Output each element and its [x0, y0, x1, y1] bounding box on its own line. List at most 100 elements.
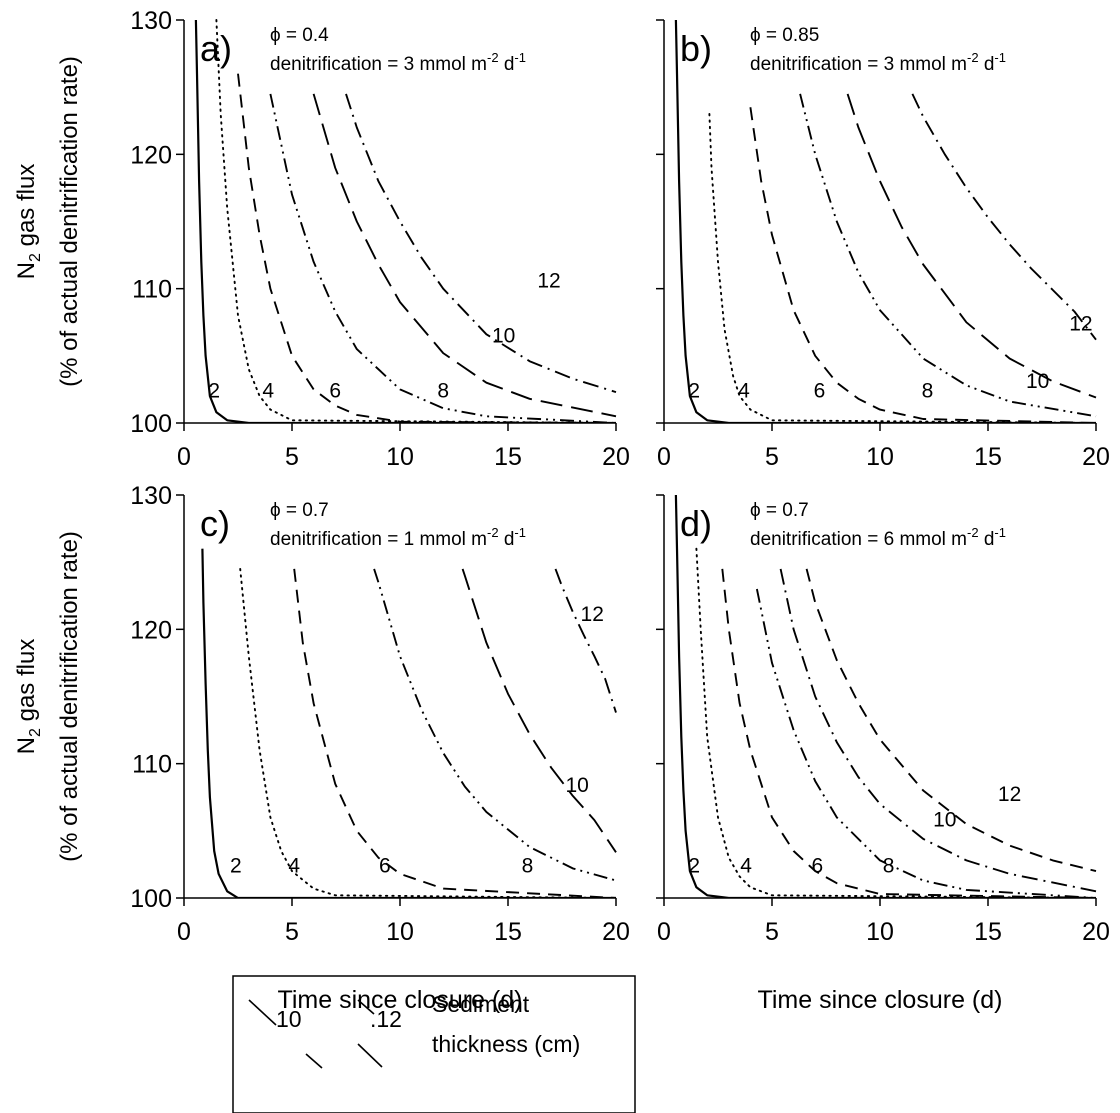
y-axis-title: N2 gas flux: [13, 639, 44, 755]
legend-label-12: .12: [370, 1006, 402, 1032]
panel-c: 0 5 10 15 20 100 110 120 130 N2 gas flux (% of act…: [13, 482, 630, 1014]
series-line-4: [239, 567, 617, 898]
x-tick-label: 0: [657, 443, 671, 471]
x-tick-label: 20: [602, 443, 630, 471]
x-tick-label: 5: [765, 918, 779, 946]
series-line-6: [293, 568, 617, 898]
legend-line-12-top: [357, 999, 375, 1015]
legend-line-12-bottom: [357, 1043, 383, 1068]
y-tick-label: 120: [130, 141, 172, 169]
x-tick-label: 20: [602, 918, 630, 946]
x-tick-label: 5: [765, 443, 779, 471]
curve-label-4: 4: [738, 379, 750, 402]
curve-label-6: 6: [814, 379, 826, 402]
x-tick-label: 0: [177, 443, 191, 471]
x-tick-label: 20: [1082, 918, 1110, 946]
legend-label-10: 10: [276, 1006, 302, 1032]
series-line-4: [695, 547, 1097, 898]
curve-label-6: 6: [379, 854, 391, 877]
series-line-6: [749, 107, 1097, 423]
series-line-10: [312, 93, 617, 418]
y-tick-label: 100: [130, 885, 172, 913]
phi-annotation: ϕ = 0.7: [270, 500, 329, 521]
panel-d: 0 5 10 15 20 Time since closure (d) d) ϕ = 0.7 d…: [656, 494, 1110, 1014]
panel-a: 0 5 10 15 20 100 110 120 130 N2 gas flux (% of act…: [13, 7, 630, 471]
curve-label-10: 10: [1026, 370, 1049, 393]
series-line-6: [237, 73, 617, 423]
curve-label-12: 12: [537, 269, 560, 292]
y-tick-label: 110: [132, 276, 172, 304]
series-line-2: [674, 19, 1096, 423]
curve-label-10: 10: [933, 809, 956, 832]
denitrification-annotation: denitrification = 1 mmol m-2 d-1: [270, 525, 526, 550]
x-tick-label: 10: [386, 443, 414, 471]
legend-title-line2: thickness (cm): [432, 1031, 580, 1057]
x-tick-label: 5: [285, 918, 299, 946]
curve-label-6: 6: [329, 379, 341, 402]
x-tick-label: 5: [285, 443, 299, 471]
series-line-8: [755, 588, 1097, 898]
x-tick-label: 0: [177, 918, 191, 946]
x-axis-title: Time since closure (d): [758, 986, 1003, 1014]
series-line-10: [846, 93, 1097, 399]
phi-annotation: ϕ = 0.4: [270, 25, 329, 46]
legend-line-10-top: [248, 999, 277, 1026]
series-line-12: [554, 568, 617, 713]
series-line-8: [799, 93, 1097, 418]
panel-label: b): [680, 28, 712, 69]
legend-title-line1: Sediment: [432, 991, 530, 1017]
series-line-2: [674, 494, 1096, 898]
curve-label-10: 10: [492, 324, 515, 347]
legend-line-10-bottom: [305, 1053, 323, 1069]
series-line-12: [345, 93, 617, 394]
series-line-10: [779, 568, 1097, 893]
phi-annotation: ϕ = 0.85: [750, 25, 819, 46]
curve-label-8: 8: [522, 854, 534, 877]
x-tick-label: 10: [386, 918, 414, 946]
denitrification-annotation: denitrification = 3 mmol m-2 d-1: [750, 50, 1006, 75]
series-group: [674, 494, 1097, 898]
curve-label-12: 12: [1069, 312, 1092, 335]
y-axis-subtitle: (% of actual denitrification rate): [56, 531, 83, 862]
y-tick-label: 100: [130, 410, 172, 438]
curve-label-4: 4: [288, 854, 300, 877]
series-group: [201, 548, 617, 898]
series-group: [194, 19, 617, 423]
x-tick-label: 15: [494, 918, 522, 946]
curve-label-12: 12: [998, 783, 1021, 806]
curve-label-2: 2: [230, 854, 242, 877]
series-line-2: [194, 19, 616, 423]
x-tick-label: 20: [1082, 443, 1110, 471]
phi-annotation: ϕ = 0.7: [750, 500, 809, 521]
x-tick-label: 15: [974, 918, 1002, 946]
series-line-8: [373, 568, 617, 882]
y-tick-label: 130: [130, 482, 172, 510]
series-line-6: [721, 568, 1097, 898]
series-line-4: [708, 113, 1097, 423]
curve-label-8: 8: [922, 379, 934, 402]
y-axis-subtitle: (% of actual denitrification rate): [56, 56, 83, 387]
series-line-4: [215, 19, 617, 423]
y-tick-label: 130: [130, 7, 172, 35]
x-tick-label: 15: [494, 443, 522, 471]
panel-label: d): [680, 503, 712, 544]
x-tick-label: 10: [866, 918, 894, 946]
denitrification-annotation: denitrification = 6 mmol m-2 d-1: [750, 525, 1006, 550]
curve-label-2: 2: [688, 854, 700, 877]
x-tick-label: 10: [866, 443, 894, 471]
curve-label-8: 8: [883, 854, 895, 877]
series-line-12: [805, 568, 1097, 873]
curve-label-12: 12: [581, 603, 604, 626]
panel-label: c): [200, 503, 230, 544]
series-line-12: [911, 93, 1097, 341]
curve-label-6: 6: [812, 854, 824, 877]
panel-b: 0 5 10 15 20 b) ϕ = 0.85 denitrification = 3 mm…: [656, 19, 1110, 471]
x-tick-label: 0: [657, 918, 671, 946]
panel-label: a): [200, 28, 232, 69]
legend-box: [232, 975, 636, 1113]
y-tick-label: 120: [130, 616, 172, 644]
x-axis-title: Time since closure (d): [278, 986, 523, 1014]
y-tick-label: 110: [132, 751, 172, 779]
